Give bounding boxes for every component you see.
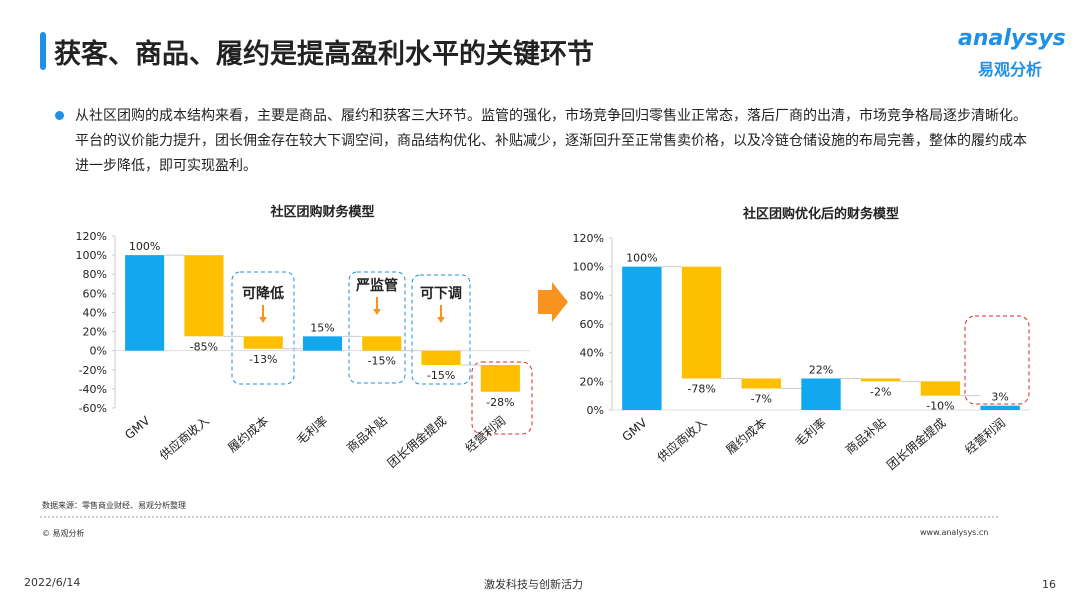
annotation-arrowhead: [259, 317, 267, 323]
annotation: 可下调: [420, 286, 462, 302]
value-label: -7%: [751, 393, 772, 406]
y-tick-label: 120%: [573, 232, 604, 245]
y-tick-label: 0%: [587, 404, 604, 417]
y-tick-label: 20%: [83, 326, 107, 339]
bar: [243, 336, 283, 349]
arrow: [538, 282, 568, 322]
y-tick-label: 60%: [83, 287, 107, 300]
x-tick-label: 团长佣金提成: [384, 413, 449, 471]
value-label: -15%: [427, 369, 455, 382]
bar: [622, 266, 662, 410]
paragraph: 从社区团购的成本结构来看，主要是商品、履约和获客三大环节。监管的强化，市场竞争回…: [75, 108, 1027, 174]
x-tick-label: 毛利率: [293, 413, 330, 448]
y-tick-label: 100%: [76, 249, 107, 262]
y-tick-label: -60%: [79, 402, 107, 415]
value-label: -28%: [486, 396, 514, 409]
annotation-box: [348, 271, 406, 384]
bar: [801, 378, 841, 410]
slogan: 激发科技与创新活力: [484, 578, 583, 591]
x-tick-label: 商品补贴: [343, 413, 389, 455]
chart-title: 社区团购优化后的财务模型: [742, 206, 899, 222]
bar: [480, 365, 520, 392]
bar: [362, 336, 402, 351]
logo-sub: 易观分析: [978, 60, 1043, 79]
annotation: 严监管: [355, 277, 398, 294]
bar: [302, 336, 343, 351]
y-tick-label: 80%: [83, 268, 107, 281]
x-tick-label: 履约成本: [723, 415, 769, 457]
value-label: -15%: [368, 355, 396, 368]
value-label: 22%: [809, 363, 833, 376]
x-tick-label: 团长佣金提成: [884, 415, 949, 473]
highlight-box: [964, 315, 1030, 405]
y-tick-label: 40%: [580, 347, 604, 360]
bar: [184, 255, 224, 337]
website: www.analysys.cn: [920, 528, 989, 537]
date: 2022/6/14: [24, 576, 81, 589]
bar: [920, 381, 961, 396]
value-label: -10%: [926, 400, 954, 413]
title-accent: [40, 32, 46, 70]
x-tick-label: 毛利率: [792, 415, 829, 450]
annotation: 可降低: [242, 285, 284, 302]
chart-title: 社区团购财务模型: [269, 204, 374, 220]
x-tick-label: 商品补贴: [842, 415, 888, 457]
x-tick-label: GMV: [122, 413, 153, 442]
bar: [681, 266, 722, 379]
bullet: [55, 111, 64, 120]
y-tick-label: 120%: [76, 230, 107, 243]
annotation-box: [411, 274, 471, 385]
bar: [421, 350, 461, 365]
page-number: 16: [1042, 578, 1056, 591]
y-tick-label: -20%: [79, 364, 107, 377]
title: 获客、商品、履约是提高盈利水平的关键环节: [54, 39, 594, 70]
annotation-arrowhead: [437, 317, 445, 323]
annotation-arrowhead: [373, 309, 381, 315]
y-tick-label: 80%: [580, 289, 604, 302]
value-label: -13%: [249, 353, 277, 366]
y-tick-label: 20%: [580, 375, 604, 388]
value-label: 100%: [129, 240, 160, 253]
value-label: 3%: [991, 391, 1008, 404]
highlight-box: [471, 361, 533, 435]
y-tick-label: 40%: [83, 306, 107, 319]
y-tick-label: 60%: [580, 318, 604, 331]
y-tick-label: 0%: [90, 345, 107, 358]
bar: [861, 378, 901, 382]
x-tick-label: 供应商收入: [654, 415, 710, 465]
value-label: -78%: [687, 382, 715, 395]
x-tick-label: GMV: [619, 415, 650, 444]
x-tick-label: 履约成本: [225, 413, 271, 455]
source: 数据来源：零售商业财经、易观分析整理: [42, 501, 186, 510]
bar: [980, 405, 1020, 410]
value-label: -2%: [870, 385, 891, 398]
value-label: -85%: [190, 340, 218, 353]
value-label: 15%: [310, 321, 334, 334]
x-tick-label: 供应商收入: [156, 413, 212, 463]
y-tick-label: -40%: [79, 383, 107, 396]
bar: [741, 378, 781, 389]
logo: analysys: [958, 26, 1066, 51]
annotation-box: [231, 271, 295, 385]
copyright: © 易观分析: [42, 529, 85, 538]
bar: [125, 255, 165, 351]
x-tick-label: 经营利润: [962, 416, 1008, 458]
y-tick-label: 100%: [573, 261, 604, 274]
value-label: 100%: [626, 252, 657, 265]
